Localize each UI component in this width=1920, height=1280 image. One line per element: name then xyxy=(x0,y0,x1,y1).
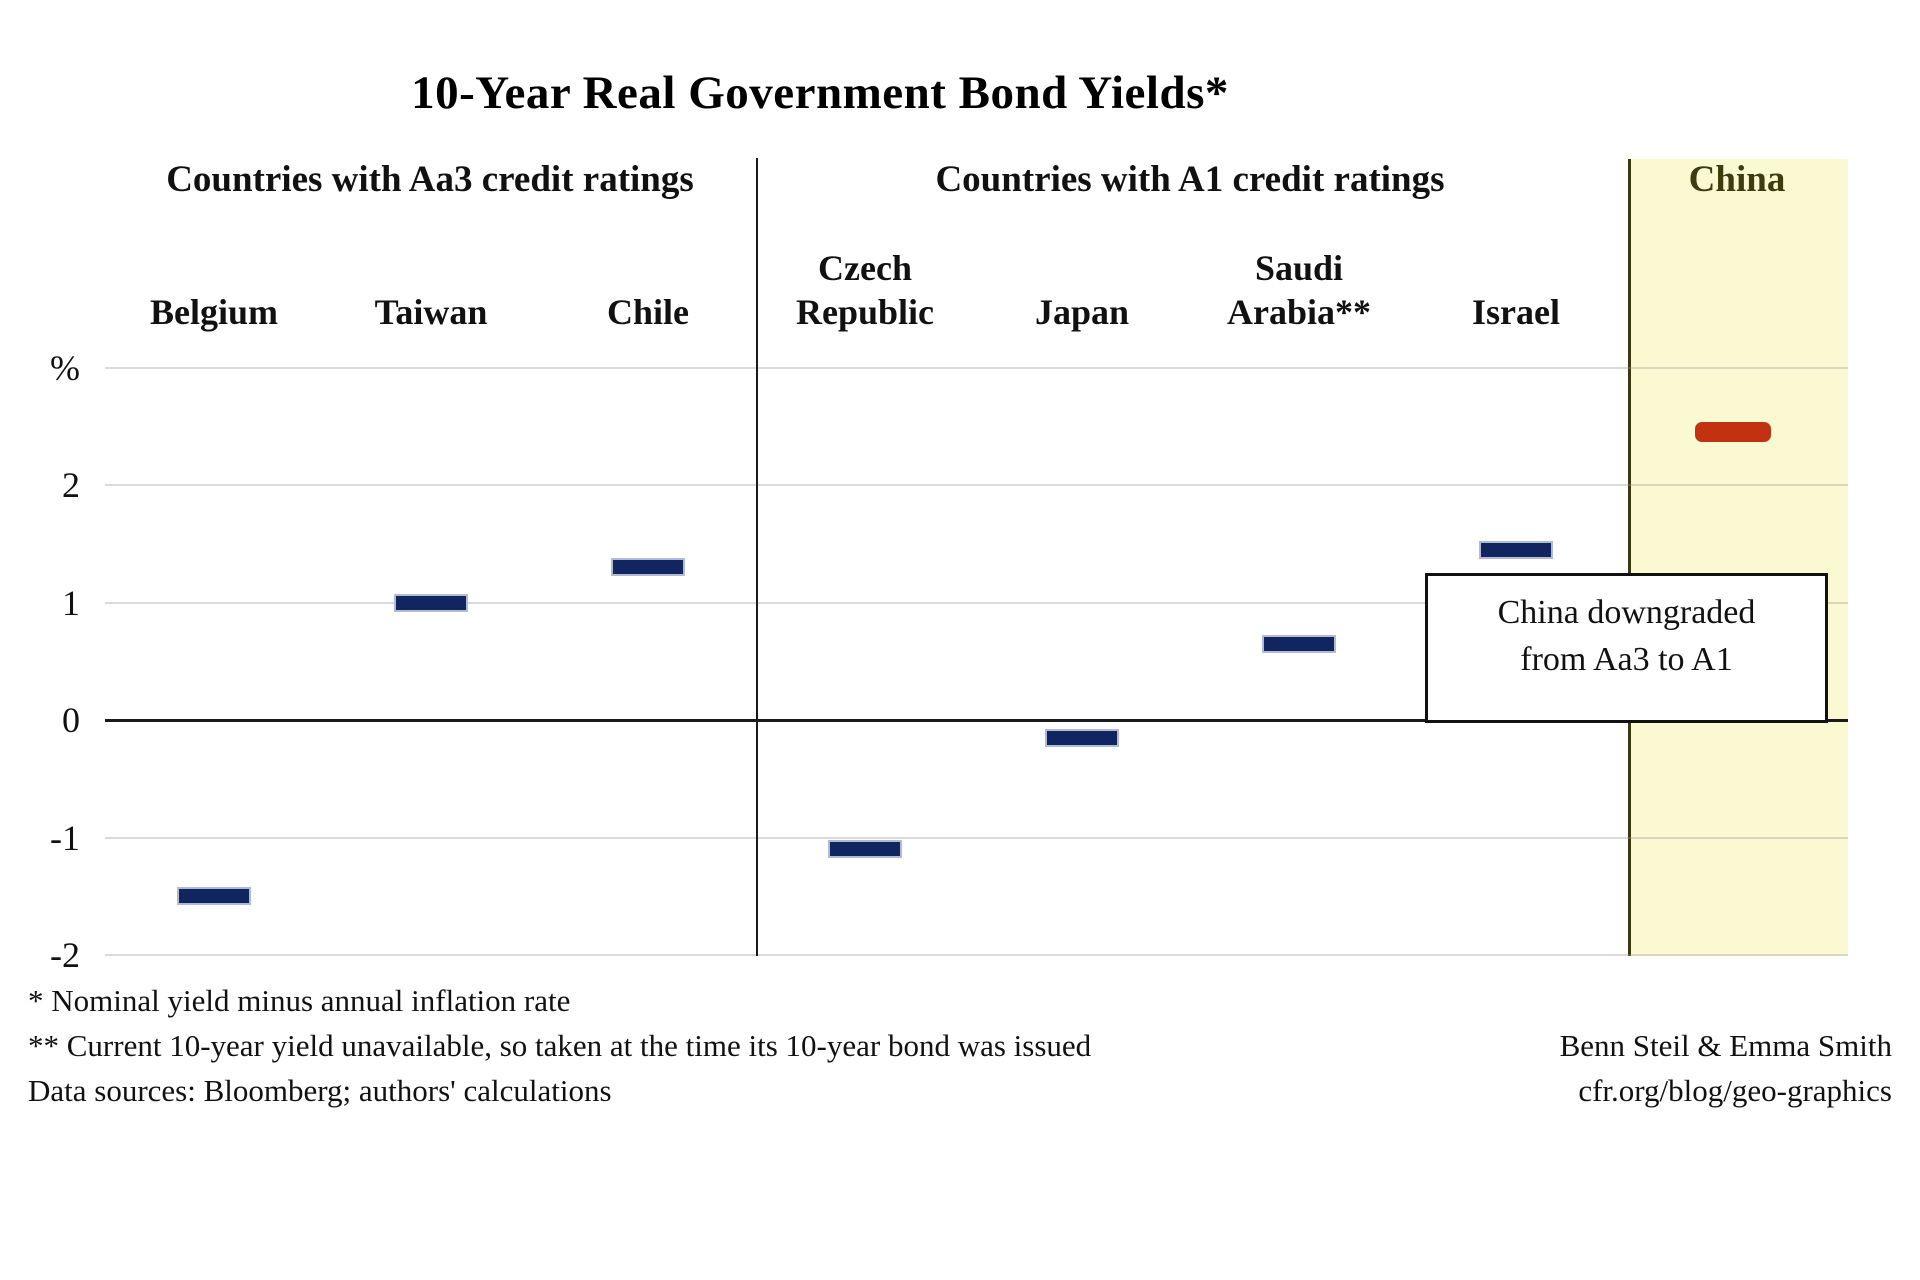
section-header-china: China xyxy=(1688,159,1786,200)
y-tick-label--2: -2 xyxy=(50,935,80,975)
country-label-text: Czech Republic xyxy=(795,248,935,332)
credit-url: cfr.org/blog/geo-graphics xyxy=(1578,1073,1892,1108)
annotation-line-1: China downgraded xyxy=(1497,594,1756,631)
country-label-czech-republic: Czech Republic xyxy=(750,230,980,334)
gridline-y1 xyxy=(105,601,1848,604)
yield-marker-chile xyxy=(611,558,685,577)
yield-marker-china xyxy=(1695,422,1771,443)
yield-marker-taiwan xyxy=(394,593,468,612)
country-label-belgium: Belgium xyxy=(99,230,329,334)
country-label-chile: Chile xyxy=(533,230,763,334)
gridline-y2 xyxy=(105,484,1848,486)
china-downgrade-annotation: China downgraded from Aa3 to A1 xyxy=(1425,573,1828,723)
country-label-text: Saudi Arabia** xyxy=(1227,248,1371,332)
credit-authors: Benn Steil & Emma Smith xyxy=(1559,1028,1892,1063)
country-label-text: Belgium xyxy=(149,292,278,332)
footnote-data-sources: Data sources: Bloomberg; authors' calcul… xyxy=(28,1073,612,1108)
country-label-text: Taiwan xyxy=(374,292,488,332)
yield-marker-japan xyxy=(1045,728,1119,747)
footnote-asterisk: * Nominal yield minus annual inflation r… xyxy=(28,983,571,1018)
country-label-text: Israel xyxy=(1472,292,1560,332)
gridline-y3 xyxy=(105,366,1848,369)
y-axis-unit-label: % xyxy=(50,347,80,388)
y-tick-label--1: -1 xyxy=(50,817,80,858)
y-tick-label-0: 0 xyxy=(62,700,80,740)
section-header-a1: Countries with A1 credit ratings xyxy=(935,159,1445,200)
country-label-japan: Japan xyxy=(967,230,1197,334)
y-tick-label-1: 1 xyxy=(62,582,80,623)
china-highlight-band xyxy=(1628,159,1848,956)
zero-axis-line xyxy=(105,719,1848,722)
country-label-israel: Israel xyxy=(1401,230,1631,334)
annotation-line-2: from Aa3 to A1 xyxy=(1520,641,1733,678)
country-label-taiwan: Taiwan xyxy=(316,230,546,334)
section-divider-line xyxy=(756,158,758,956)
section-header-aa3: Countries with Aa3 credit ratings xyxy=(166,159,694,200)
gridline-y-1 xyxy=(105,836,1848,839)
yield-marker-belgium xyxy=(177,887,251,906)
credits: Benn Steil & Emma Smith cfr.org/blog/geo… xyxy=(1560,1023,1892,1113)
yield-marker-saudi-arabia- xyxy=(1262,634,1336,653)
footnote-double-asterisk: ** Current 10-year yield unavailable, so… xyxy=(28,1028,1092,1063)
yield-marker-czech-republic xyxy=(828,840,902,859)
chart-title: 10-Year Real Government Bond Yields* xyxy=(411,67,1229,119)
country-label-text: Chile xyxy=(606,292,689,332)
footnotes: * Nominal yield minus annual inflation r… xyxy=(28,978,1091,1113)
y-tick-label-2: 2 xyxy=(62,465,80,505)
country-label-text: Japan xyxy=(1034,292,1130,332)
country-label-saudi-arabia-: Saudi Arabia** xyxy=(1184,230,1414,334)
gridline-y-2 xyxy=(105,954,1848,956)
yield-marker-israel xyxy=(1479,540,1553,559)
